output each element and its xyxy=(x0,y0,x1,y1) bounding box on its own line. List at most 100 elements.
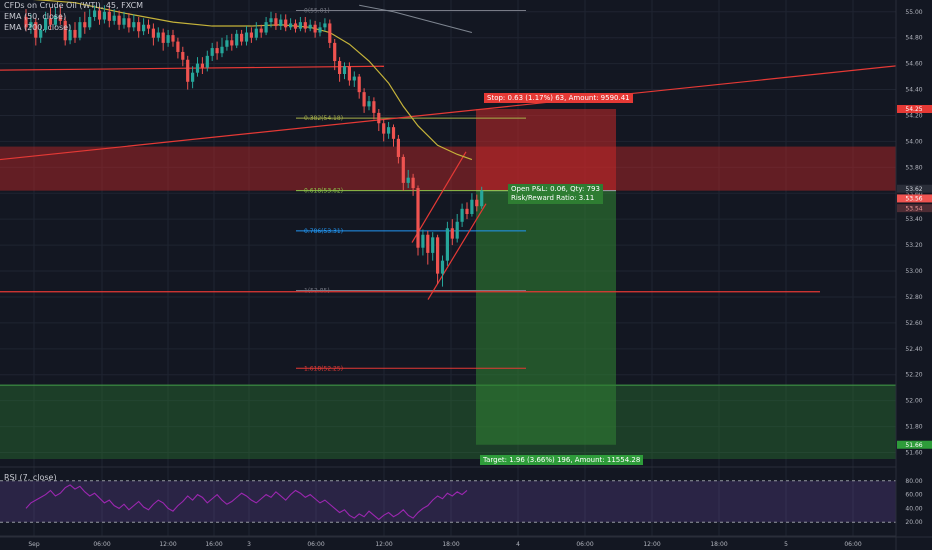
price-tag-mid1-bg xyxy=(897,194,932,203)
candle-body xyxy=(132,22,136,28)
candle-body xyxy=(220,46,224,54)
candle-body xyxy=(102,11,106,20)
rsi-tick-label: 80.00 xyxy=(905,478,922,485)
candle-body xyxy=(352,76,356,81)
current-price-tag-bg xyxy=(897,184,932,193)
candle-body xyxy=(24,16,28,28)
candle-body xyxy=(480,190,484,207)
candle-body xyxy=(279,19,283,27)
open-pnl-text: Open P&L: 0.06, Qty: 793 xyxy=(511,185,600,193)
price-tick-label: 51.80 xyxy=(905,424,922,431)
candle-body xyxy=(284,19,288,28)
price-tick-label: 52.60 xyxy=(905,320,922,327)
time-tick-label: 3 xyxy=(247,541,251,548)
time-tick-label: 12:00 xyxy=(159,541,176,548)
candle-body xyxy=(377,112,381,124)
stop-price-tag-bg xyxy=(897,105,932,113)
candle-body xyxy=(127,18,131,28)
candle-body xyxy=(475,199,479,207)
price-tick-label: 53.20 xyxy=(905,242,922,249)
fib-level-label: 0.786(53.31) xyxy=(304,228,343,235)
target-label[interactable]: Target: 1.96 (3.66%) 196, Amount: 11554.… xyxy=(480,455,644,465)
candle-body xyxy=(382,123,386,134)
candle-body xyxy=(161,32,165,43)
candle-body xyxy=(68,29,72,41)
price-tag-mid1: 53.56 xyxy=(905,196,922,203)
time-tick-label: Sep xyxy=(28,541,40,548)
candle-body xyxy=(406,177,410,183)
candle-body xyxy=(235,33,239,46)
price-tick-label: 54.40 xyxy=(905,87,922,94)
price-tags: 54.25 53.62 53.56 53.54 51.66 xyxy=(897,105,932,449)
candle-body xyxy=(460,208,464,222)
candle-body xyxy=(367,101,371,107)
candle-body xyxy=(39,29,43,38)
rsi-line xyxy=(25,484,468,521)
candle-body xyxy=(205,55,209,68)
time-tick-label: 06:00 xyxy=(93,541,110,548)
symbol-title[interactable]: CFDs on Crude Oil (WTI), 45, FXCM xyxy=(4,1,144,10)
time-axis[interactable]: Sep 06:00 12:00 16:00 3 06:00 12:00 18:00 4 06:00… xyxy=(0,536,932,548)
candle-body xyxy=(171,35,175,42)
candle-body xyxy=(289,23,293,28)
rsi-legend-wrap: RSI (7, close) xyxy=(4,472,57,483)
candle-body xyxy=(73,29,77,38)
candle-body xyxy=(176,41,180,52)
candle-body xyxy=(166,35,170,43)
candle-body xyxy=(440,260,445,274)
candle-body xyxy=(112,15,116,21)
candle-body xyxy=(122,18,126,25)
candle-body xyxy=(303,22,307,29)
candle-body xyxy=(97,10,102,20)
candle-body xyxy=(225,40,229,47)
candle-body xyxy=(387,127,391,134)
time-tick-label: 12:00 xyxy=(375,541,392,548)
candle-body xyxy=(426,234,430,253)
candle-body xyxy=(34,22,38,38)
candle-body xyxy=(181,51,185,60)
time-tick-label: 16:00 xyxy=(205,541,222,548)
candle-body xyxy=(83,22,87,28)
candle-body xyxy=(293,23,298,29)
candle-body xyxy=(465,208,469,214)
rsi-panel xyxy=(0,466,932,537)
price-axis[interactable]: 55.00 54.80 54.60 54.40 54.20 54.00 53.80 53.60… xyxy=(895,0,932,550)
ema50-legend[interactable]: EMA (50, close) xyxy=(4,12,67,21)
rsi-legend[interactable]: RSI (7, close) xyxy=(4,473,57,482)
horizontal-resistance-line xyxy=(0,65,385,71)
fib-level-label: 0(55.01) xyxy=(304,7,330,14)
candle-body xyxy=(274,18,278,27)
candle-body xyxy=(156,32,160,38)
rising-trend-line xyxy=(0,61,931,161)
open-pnl-label[interactable]: Open P&L: 0.06, Qty: 793 Risk/Reward Rat… xyxy=(508,184,603,204)
price-tick-label: 54.60 xyxy=(905,61,922,68)
price-tick-label: 52.40 xyxy=(905,346,922,353)
ema200-legend[interactable]: EMA (200, close) xyxy=(4,23,72,32)
candle-body xyxy=(93,10,97,17)
candle-body xyxy=(421,234,425,248)
candle-body xyxy=(445,228,449,261)
candle-body xyxy=(48,18,53,25)
candle-body xyxy=(308,24,312,29)
candle-body xyxy=(362,92,366,107)
candlestick-series xyxy=(24,5,484,287)
fib-level-label: 0.618(53.62) xyxy=(304,188,343,195)
candle-body xyxy=(318,27,322,33)
fibonacci-retracement[interactable]: 0(55.01) 0.382(54.18) 0.618(53.62) 0.786(53… xyxy=(296,7,526,372)
support-zone xyxy=(0,385,896,459)
candle-body xyxy=(416,188,420,248)
candle-body xyxy=(44,18,48,30)
candle-body xyxy=(210,48,214,56)
candle-body xyxy=(372,101,376,113)
candle-body xyxy=(240,33,244,42)
candle-body xyxy=(396,138,400,157)
resistance-zone xyxy=(0,146,896,191)
candle-body xyxy=(259,28,263,33)
target-price-tag-bg xyxy=(897,440,932,449)
price-tag-mid2-bg xyxy=(897,204,932,213)
rsi-band xyxy=(0,480,896,523)
price-tick-label: 52.20 xyxy=(905,372,922,379)
stop-label[interactable]: Stop: 0.63 (1.17%) 63, Amount: 9590.41 xyxy=(484,93,633,103)
